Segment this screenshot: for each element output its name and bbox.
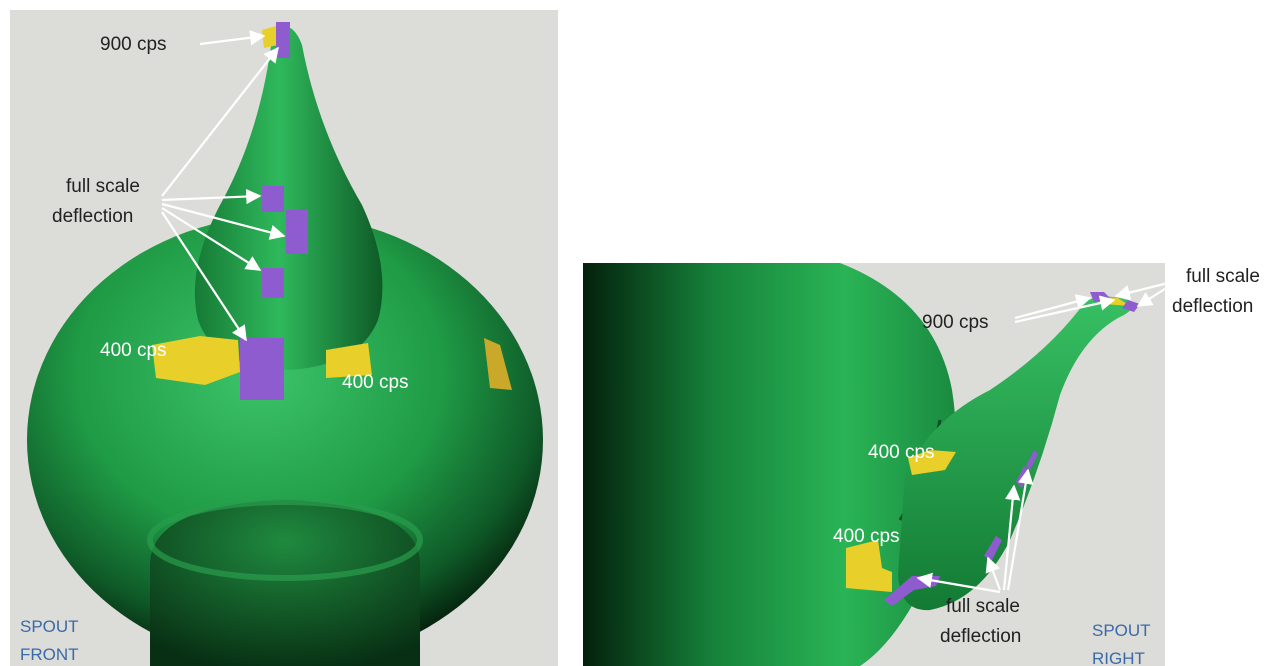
zone-900cps-front bbox=[262, 26, 278, 48]
zone-full-scale-3 bbox=[262, 268, 284, 298]
label-400cps-front-left: 400 cps bbox=[100, 340, 167, 361]
zone-full-scale-4 bbox=[240, 338, 284, 400]
label-full-scale-right-bot-line1: full scale bbox=[946, 596, 1020, 617]
arrow-900cps-front bbox=[199, 30, 266, 46]
teapot-base-rim bbox=[147, 499, 423, 581]
zone-full-scale-right-4 bbox=[1026, 450, 1038, 470]
label-full-scale-right-top-line1: full scale bbox=[1186, 266, 1260, 287]
arrow-full-scale-right-bot-1 bbox=[916, 572, 1001, 594]
arrow-full-scale-front-2 bbox=[161, 202, 286, 240]
caption-right-line1: SPOUT bbox=[1092, 621, 1151, 640]
caption-front-line1: SPOUT bbox=[20, 617, 79, 636]
arrow-full-scale-front-tip bbox=[161, 46, 279, 197]
front-view-panel: 900 cps full scale deflection 400 cps 40… bbox=[10, 10, 558, 666]
zone-400cps-left bbox=[152, 336, 240, 385]
right-view-panel: 900 cps full scale deflection 400 cps 40… bbox=[583, 263, 1260, 666]
zone-full-scale-1 bbox=[262, 186, 284, 212]
teapot-spout-right bbox=[898, 296, 1133, 611]
arrow-full-scale-right-bot-4 bbox=[1006, 468, 1034, 591]
teapot-body-right bbox=[583, 263, 956, 666]
arrow-900cps-right-b bbox=[1014, 295, 1116, 324]
arrow-full-scale-right-top-a bbox=[1114, 281, 1169, 301]
label-900cps-front: 900 cps bbox=[100, 34, 167, 55]
label-900cps-right: 900 cps bbox=[922, 312, 989, 333]
arrow-full-scale-right-top-b bbox=[1136, 286, 1169, 307]
zone-yellow-edge bbox=[484, 338, 512, 390]
caption-right-line2: RIGHT bbox=[1092, 649, 1145, 666]
label-full-scale-right-top-line2: deflection bbox=[1172, 296, 1253, 317]
label-full-scale-right-bot-line2: deflection bbox=[940, 626, 1021, 647]
zone-400cps-right-upper bbox=[908, 450, 956, 475]
label-full-scale-front-line2: deflection bbox=[52, 206, 133, 227]
zone-full-scale-right-2 bbox=[984, 536, 1002, 560]
label-400cps-front-right: 400 cps bbox=[342, 372, 409, 393]
zone-full-scale-tip bbox=[276, 22, 290, 58]
arrow-full-scale-front-3 bbox=[161, 207, 262, 271]
label-400cps-right-lower: 400 cps bbox=[833, 526, 900, 547]
arrow-900cps-right-a bbox=[1014, 294, 1092, 320]
zone-full-scale-2 bbox=[286, 210, 308, 254]
label-full-scale-front-line1: full scale bbox=[66, 176, 140, 197]
label-400cps-right-upper: 400 cps bbox=[868, 442, 935, 463]
arrow-full-scale-right-bot-2 bbox=[985, 556, 1002, 591]
zone-400cps-right bbox=[326, 343, 372, 378]
arrow-full-scale-front-4 bbox=[161, 211, 247, 342]
teapot-base-front bbox=[150, 500, 420, 666]
zone-full-scale-right-tip2 bbox=[1122, 300, 1140, 312]
arrow-full-scale-right-bot-3 bbox=[1002, 484, 1021, 591]
zone-400cps-right-lower bbox=[846, 540, 892, 592]
caption-front-line2: FRONT bbox=[20, 645, 79, 664]
teapot-spout-front bbox=[194, 26, 383, 371]
arrow-full-scale-front-1 bbox=[161, 188, 262, 205]
